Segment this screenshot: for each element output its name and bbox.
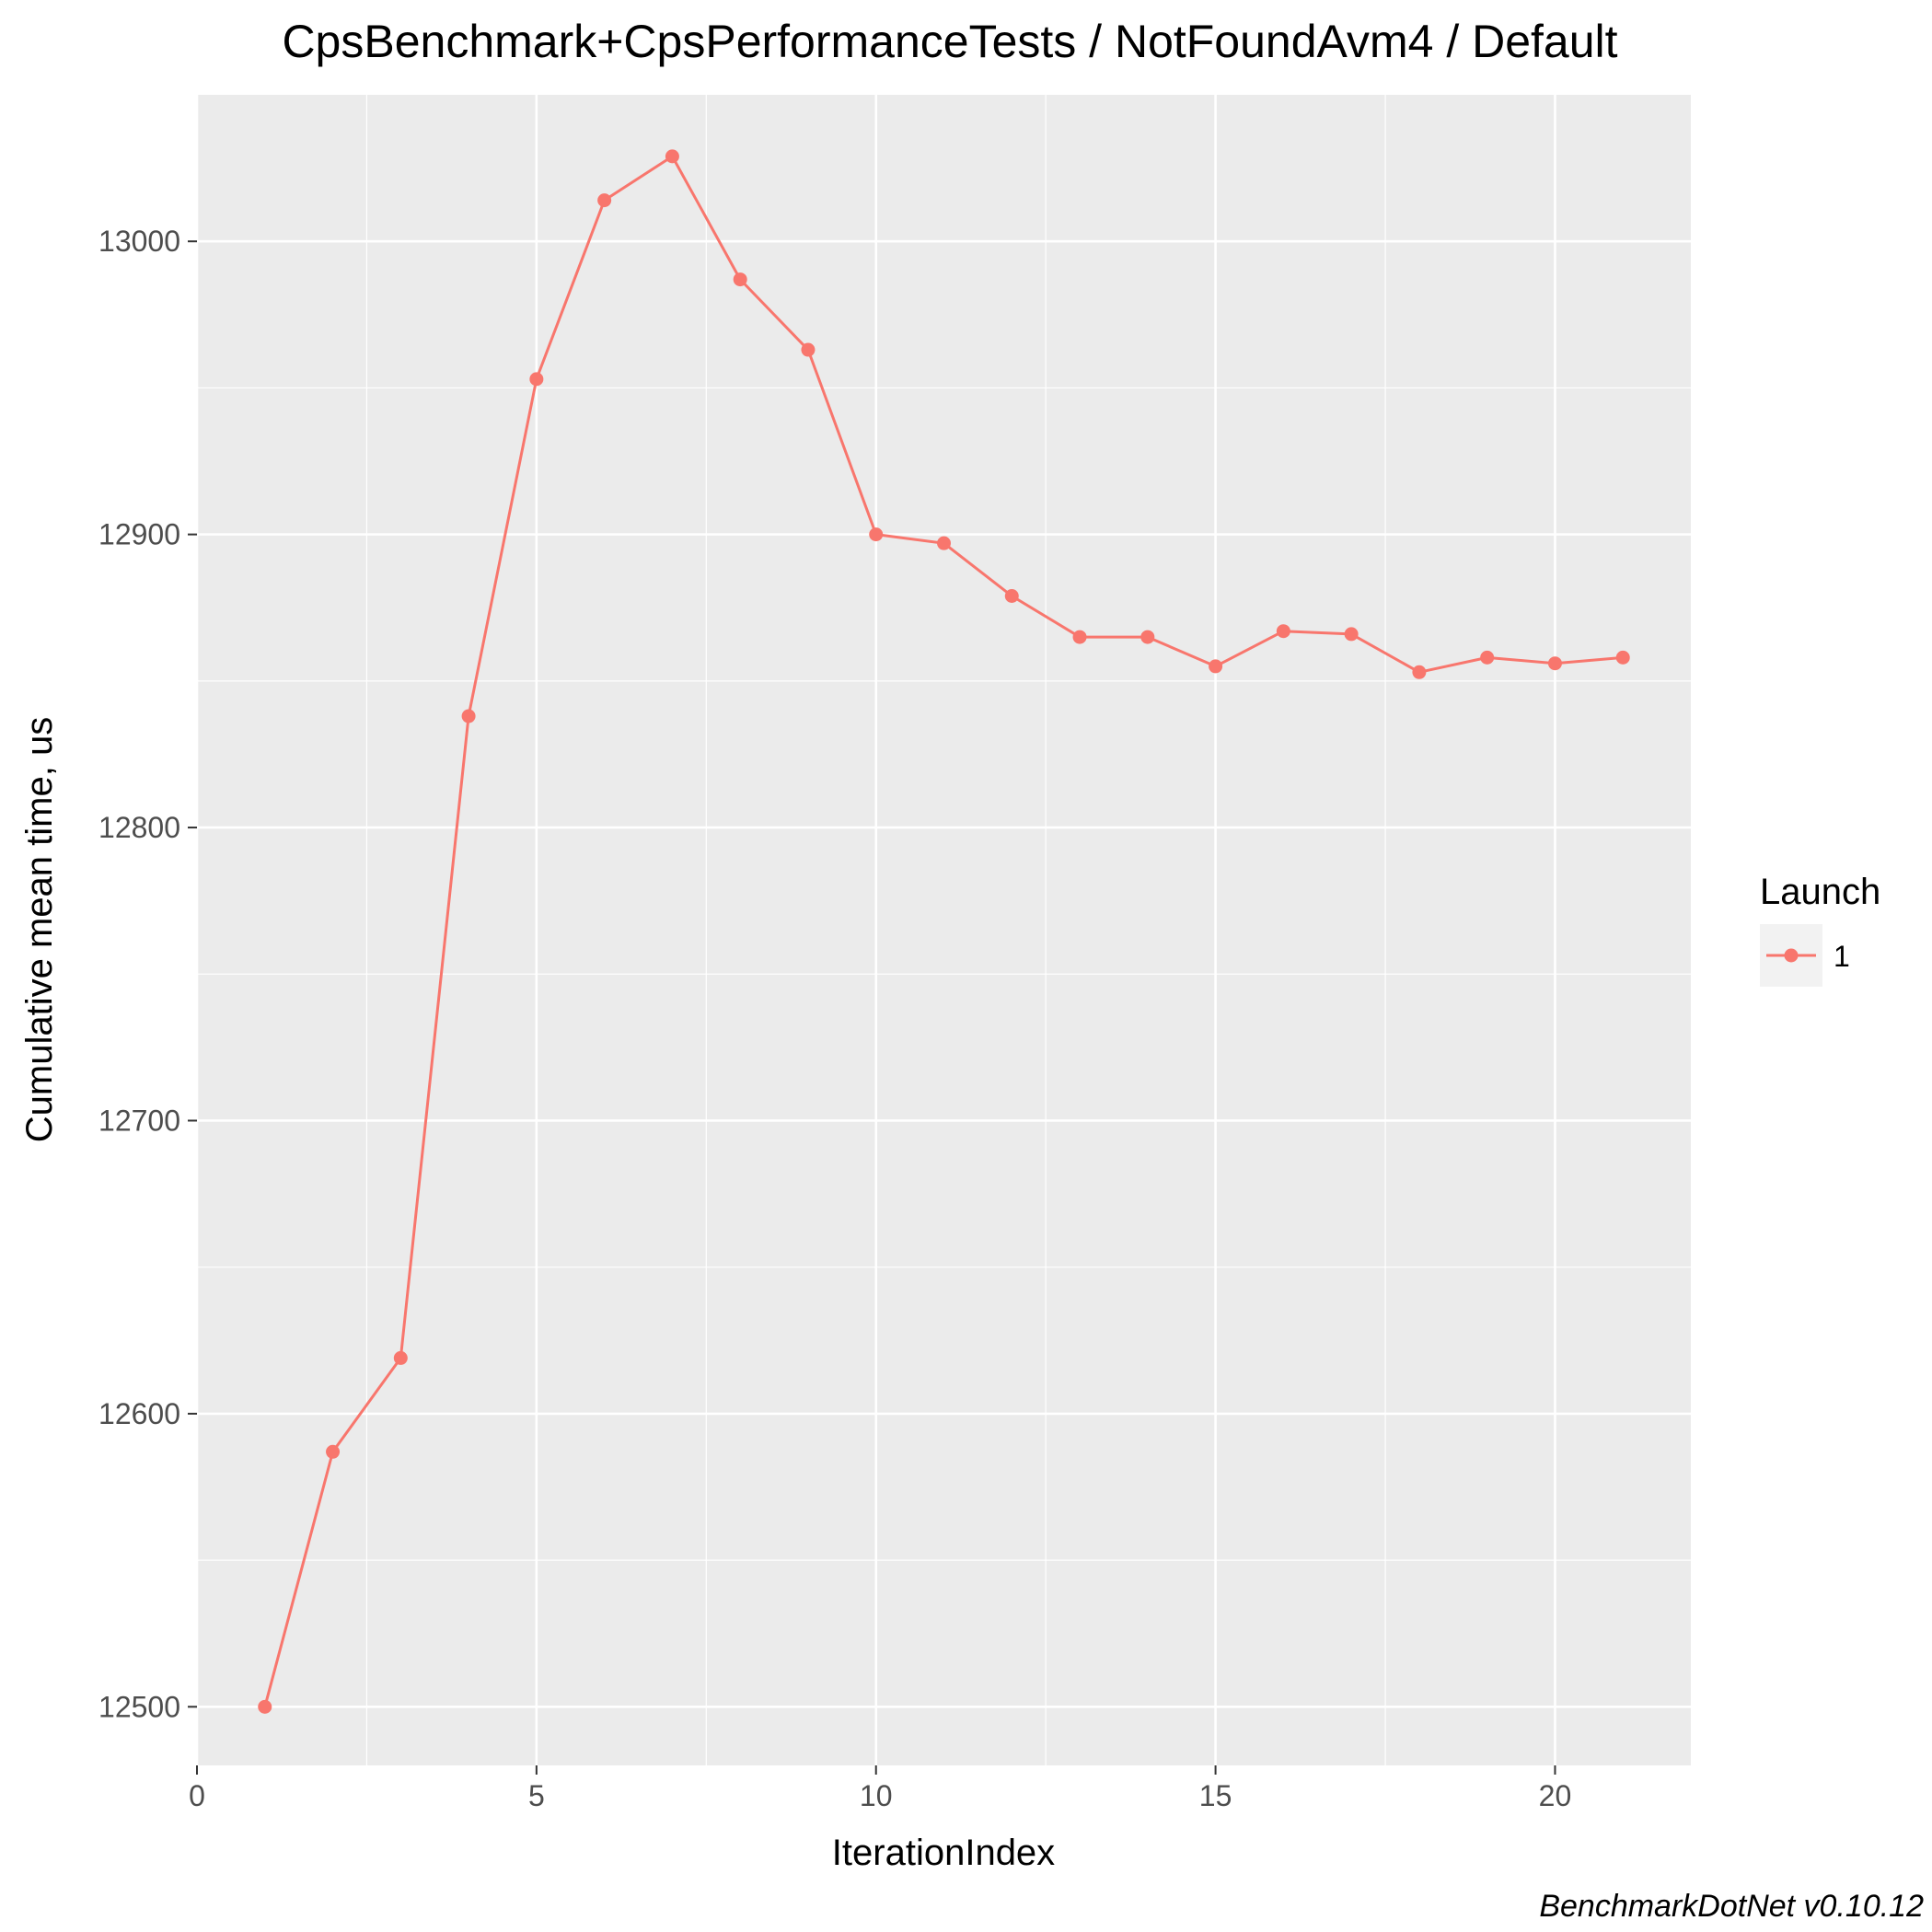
minor-grid (197, 95, 1691, 1765)
data-point (597, 193, 612, 208)
legend: Launch 1 (1760, 872, 1880, 987)
x-tick-label: 15 (1199, 1779, 1232, 1812)
series-layer (258, 149, 1630, 1714)
data-point (1140, 630, 1155, 644)
data-point (529, 372, 544, 387)
data-point (801, 342, 816, 357)
x-tick-label: 10 (860, 1779, 893, 1812)
chart-title: CpsBenchmark+CpsPerformanceTests / NotFo… (282, 16, 1617, 67)
data-point (326, 1444, 341, 1459)
y-tick-label: 12600 (98, 1397, 180, 1430)
data-point (1615, 650, 1630, 665)
y-tick-label: 12800 (98, 811, 180, 844)
x-tick-label: 0 (189, 1779, 205, 1812)
legend-key-point (1784, 948, 1799, 963)
x-tick-label: 5 (528, 1779, 545, 1812)
data-point (1276, 624, 1290, 639)
y-tick-label: 13000 (98, 225, 180, 258)
data-point (665, 149, 679, 164)
legend-label: 1 (1834, 940, 1850, 973)
caption: BenchmarkDotNet v0.10.12 (1539, 1889, 1924, 1924)
y-axis-title: Cumulative mean time, us (19, 717, 60, 1142)
x-axis-title: IterationIndex (832, 1833, 1055, 1873)
x-tick-label: 20 (1539, 1779, 1572, 1812)
data-point (258, 1699, 272, 1714)
data-point (937, 536, 951, 550)
legend-title: Launch (1760, 872, 1880, 912)
data-point (1072, 630, 1087, 644)
y-axis: 12500 12600 12700 12800 12900 13000 (98, 225, 197, 1723)
data-point (461, 709, 476, 723)
data-point (1412, 665, 1427, 679)
data-point (1004, 589, 1019, 603)
y-tick-label: 12700 (98, 1104, 180, 1137)
data-point (869, 527, 884, 542)
y-tick-label: 12900 (98, 518, 180, 551)
data-point (393, 1350, 408, 1365)
x-axis: 0 5 10 15 20 (189, 1765, 1571, 1812)
data-point (733, 272, 747, 287)
y-tick-label: 12500 (98, 1690, 180, 1723)
data-point (1547, 656, 1562, 671)
data-point (1209, 659, 1223, 674)
data-point (1344, 627, 1359, 642)
data-point (1480, 650, 1495, 665)
plot-panel (197, 95, 1691, 1765)
